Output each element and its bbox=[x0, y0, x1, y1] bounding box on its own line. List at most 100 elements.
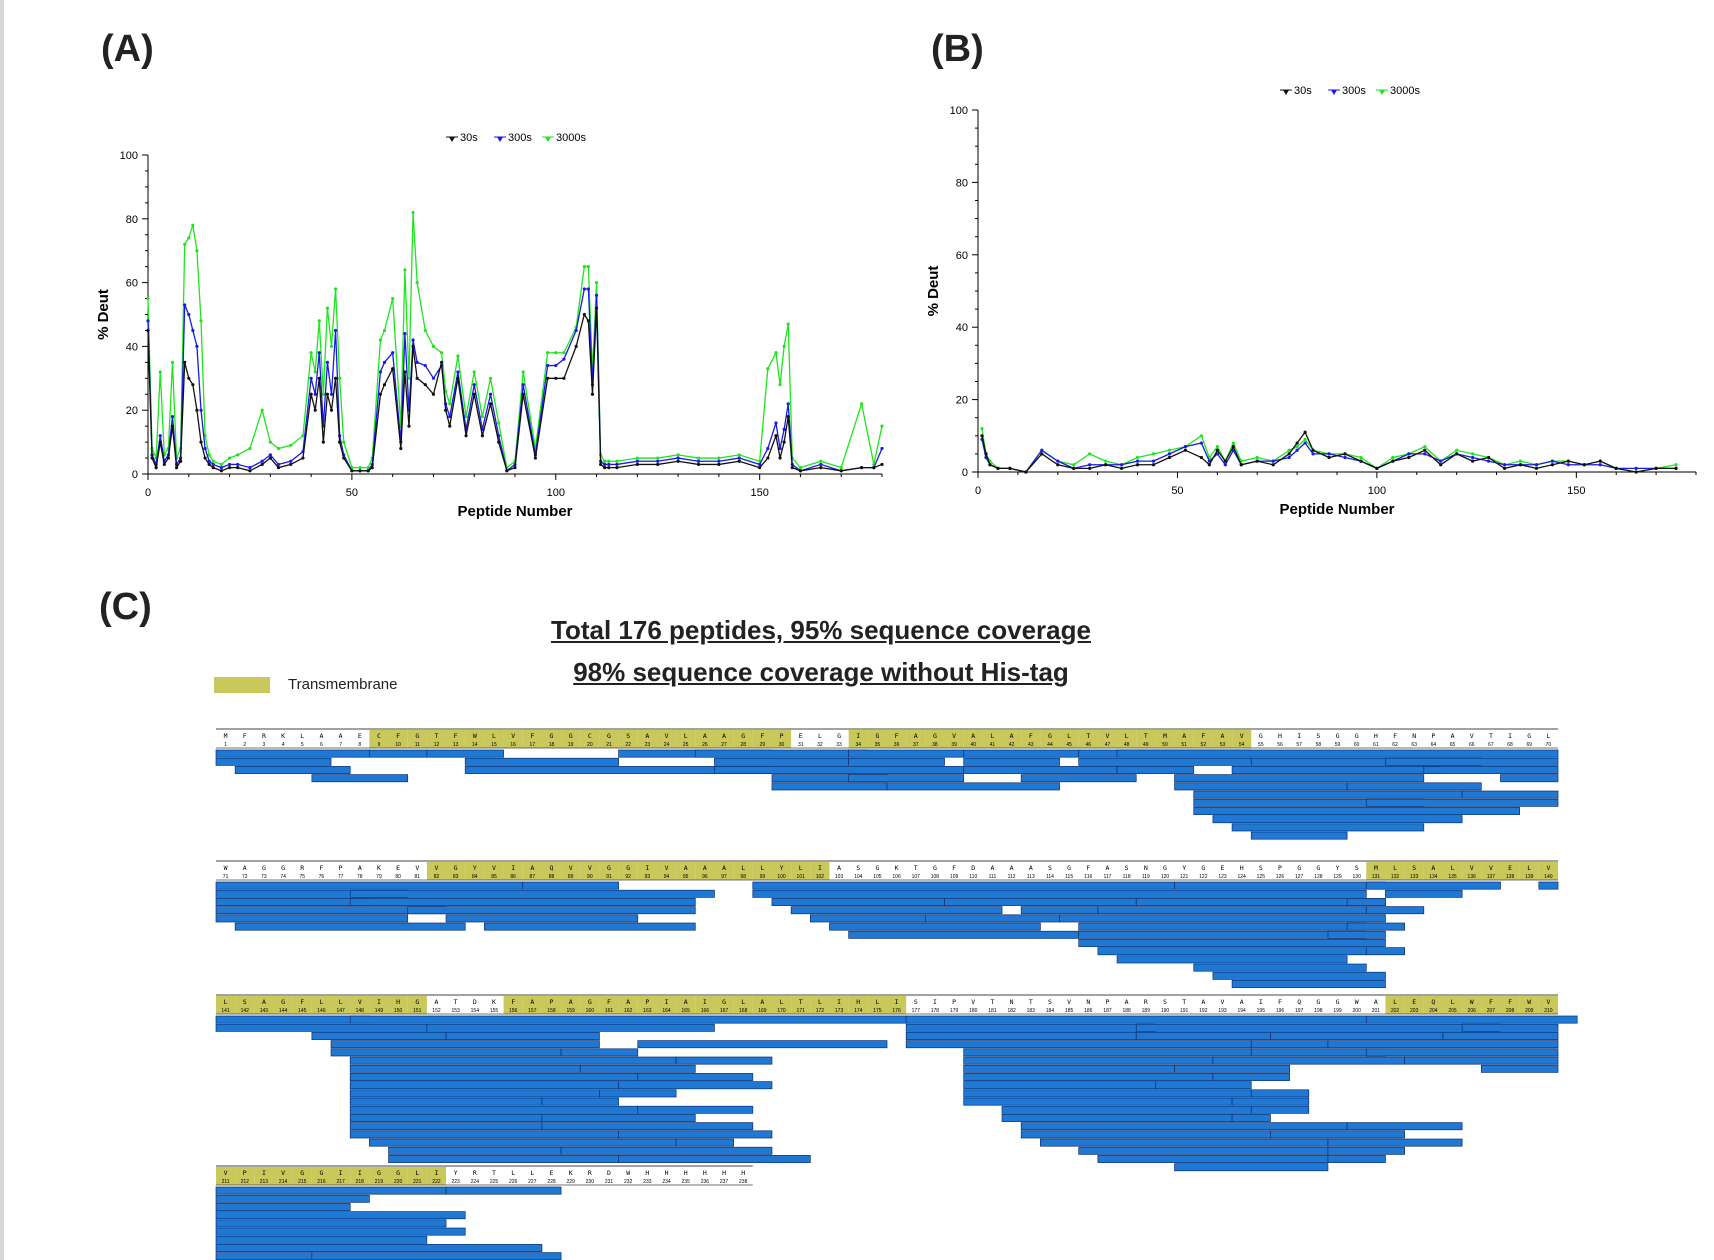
transmembrane-cell bbox=[1078, 730, 1098, 748]
peptide-bar bbox=[1078, 757, 1252, 766]
residue-number: 16 bbox=[510, 742, 516, 748]
transmembrane-cell bbox=[388, 1167, 408, 1185]
chart-b-point-30s bbox=[1439, 463, 1443, 467]
chart-a-point-30s bbox=[146, 328, 150, 333]
residue-number: 238 bbox=[739, 1179, 748, 1185]
residue-letter: L bbox=[875, 998, 879, 1006]
chart-a-point-30s bbox=[505, 469, 509, 473]
chart-a-point-3000s bbox=[880, 424, 884, 428]
residue-number: 87 bbox=[530, 874, 536, 880]
peptide-bar bbox=[618, 1130, 773, 1139]
residue-number: 152 bbox=[432, 1008, 441, 1014]
residue-number: 142 bbox=[241, 1008, 250, 1014]
residue-letter: A bbox=[1106, 864, 1110, 872]
residue-letter: G bbox=[626, 864, 630, 872]
residue-number: 48 bbox=[1124, 742, 1130, 748]
chart-b-point-300s bbox=[1151, 459, 1156, 463]
residue-letter: V bbox=[1221, 998, 1225, 1006]
residue-letter: G bbox=[607, 864, 611, 872]
transmembrane-cell bbox=[216, 996, 236, 1014]
transmembrane-cell bbox=[695, 996, 715, 1014]
residue-letter: S bbox=[243, 998, 247, 1006]
chart-a-point-30s bbox=[219, 469, 223, 473]
residue-letter: A bbox=[358, 864, 362, 872]
chart-a-point-3000s bbox=[248, 446, 252, 451]
chart-a: 0 20 40 60 80 100 0 50 100 150 Peptide Number % Deu… bbox=[0, 0, 1714, 565]
peptide-bar bbox=[1250, 1105, 1310, 1114]
chart-a-point-3000s bbox=[325, 306, 330, 310]
residue-number: 105 bbox=[873, 874, 882, 880]
transmembrane-cell bbox=[1538, 996, 1558, 1014]
residue-letter: L bbox=[741, 864, 745, 872]
residue-number: 110 bbox=[969, 874, 977, 880]
chart-a-point-30s bbox=[521, 392, 525, 396]
residue-letter: A bbox=[990, 864, 994, 872]
chart-a-point-300s bbox=[227, 462, 232, 467]
transmembrane-cell bbox=[1059, 730, 1079, 748]
residue-number: 158 bbox=[547, 1008, 556, 1014]
residue-letter: A bbox=[1221, 732, 1225, 740]
residue-letter: L bbox=[492, 732, 496, 740]
transmembrane-cell bbox=[1021, 730, 1041, 748]
chart-b-point-3000s bbox=[1674, 463, 1678, 467]
peptide-bar bbox=[522, 881, 619, 890]
chart-a-point-3000s bbox=[301, 434, 305, 438]
residue-letter: Y bbox=[1182, 864, 1186, 872]
chart-a-point-30s bbox=[407, 424, 411, 428]
chart-a-point-30s bbox=[329, 408, 334, 412]
residue-letter: G bbox=[415, 732, 419, 740]
residue-letter: A bbox=[1010, 732, 1014, 740]
transmembrane-cell bbox=[1232, 730, 1252, 748]
residue-letter: T bbox=[1086, 732, 1090, 740]
peptide-bar bbox=[330, 1040, 600, 1049]
peptide-bar bbox=[1020, 1122, 1348, 1131]
chart-b-point-3000s bbox=[1391, 455, 1395, 460]
transmembrane-cell bbox=[1442, 862, 1463, 880]
residue-letter: A bbox=[530, 998, 534, 1006]
residue-letter: I bbox=[435, 1169, 439, 1177]
residue-number: 205 bbox=[1448, 1008, 1457, 1014]
residue-number: 204 bbox=[1429, 1008, 1438, 1014]
residue-number: 77 bbox=[338, 874, 344, 880]
peptide-bar bbox=[349, 1089, 600, 1098]
peptide-bar bbox=[349, 1114, 543, 1122]
peptide-bar bbox=[963, 757, 1060, 766]
residue-letter: K bbox=[895, 864, 899, 872]
residue-number: 174 bbox=[854, 1008, 863, 1014]
chart-b-point-3000s bbox=[1287, 448, 1291, 452]
residue-letter: F bbox=[760, 732, 764, 740]
residue-number: 2 bbox=[243, 742, 246, 748]
residue-letter: L bbox=[1393, 998, 1397, 1006]
residue-number: 104 bbox=[854, 874, 863, 880]
residue-number: 236 bbox=[701, 1179, 710, 1185]
transmembrane-cell bbox=[580, 996, 600, 1014]
residue-letter: A bbox=[319, 732, 323, 740]
chart-a-point-300s bbox=[594, 293, 599, 297]
chart-b-point-30s bbox=[1502, 466, 1507, 470]
chart-a-point-3000s bbox=[191, 223, 195, 227]
residue-letter: R bbox=[300, 864, 304, 872]
chart-a-point-3000s bbox=[676, 453, 680, 457]
residue-number: 226 bbox=[509, 1179, 518, 1185]
transmembrane-cell bbox=[752, 862, 772, 880]
peptide-bar bbox=[234, 766, 351, 774]
chart-b-point-30s bbox=[1151, 463, 1156, 467]
chart-b-point-30s bbox=[1598, 459, 1602, 463]
chart-a-point-3000s bbox=[480, 414, 484, 419]
transmembrane-cell bbox=[1097, 730, 1118, 748]
residue-letter: I bbox=[703, 998, 707, 1006]
residue-letter: A bbox=[569, 998, 573, 1006]
residue-letter: V bbox=[971, 998, 975, 1006]
residue-letter: T bbox=[1489, 732, 1493, 740]
chart-b-x-label: Peptide Number bbox=[1279, 501, 1394, 518]
chart-b-point-30s bbox=[1207, 463, 1211, 467]
chart-a-point-30s bbox=[860, 466, 864, 470]
residue-letter: A bbox=[435, 998, 439, 1006]
residue-number: 126 bbox=[1276, 874, 1285, 880]
chart-a-point-30s bbox=[444, 408, 448, 412]
peptide-bar bbox=[1346, 898, 1386, 906]
chart-a-point-300s bbox=[317, 351, 321, 355]
chart-b-point-30s bbox=[1223, 459, 1227, 463]
residue-letter: F bbox=[1393, 732, 1397, 740]
chart-a-point-30s bbox=[562, 376, 566, 380]
